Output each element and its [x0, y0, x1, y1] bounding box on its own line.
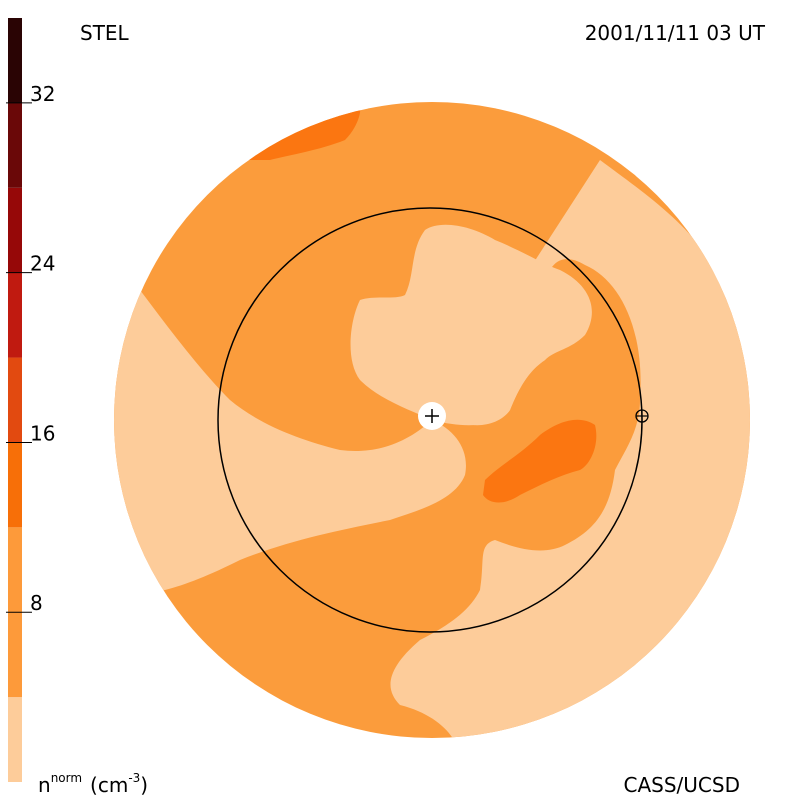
colorbar-band-6 [8, 102, 22, 188]
earth-marker [635, 409, 649, 423]
colorbar-band-4 [8, 272, 22, 358]
unit-text-sup: -3 [128, 771, 140, 785]
colorbar-unit-label: nnorm (cm-3) [38, 771, 148, 797]
field-high-right [483, 419, 597, 503]
field-low-center [350, 224, 592, 426]
colorbar-band-5 [8, 187, 22, 273]
colorbar-tick-label-2: 24 [30, 252, 55, 276]
field-low-right [390, 160, 750, 738]
header-left-label: STEL [80, 21, 130, 45]
colorbar-tick-label-0: 8 [30, 591, 43, 615]
colorbar-band-7 [8, 18, 22, 103]
colorbar-tick-label-1: 16 [30, 421, 55, 445]
density-disk [114, 102, 750, 738]
unit-symbol: n [38, 773, 51, 797]
header-right-label: 2001/11/11 03 UT [585, 21, 766, 45]
colorbar-band-2 [8, 442, 22, 528]
field-high-top [245, 105, 361, 160]
colorbar-tick-label-3: 32 [30, 82, 55, 106]
colorbar-band-0 [8, 697, 22, 782]
colorbar [8, 18, 22, 782]
field-low-left [114, 290, 466, 600]
colorbar-ticks: 8 16 24 32 [6, 82, 55, 615]
sun-marker [418, 402, 446, 430]
colorbar-band-3 [8, 357, 22, 443]
footer-right-label: CASS/UCSD [624, 773, 740, 797]
unit-text-close: ) [140, 773, 148, 797]
unit-symbol-sup: norm [51, 771, 82, 785]
unit-text: (cm [90, 773, 128, 797]
